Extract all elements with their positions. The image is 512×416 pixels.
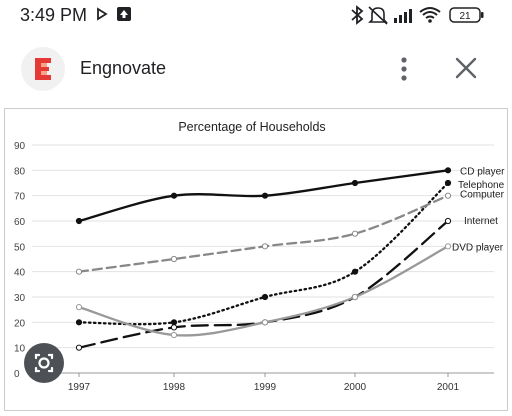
y-tick-label: 0	[14, 369, 20, 380]
x-tick-label: 1997	[68, 382, 91, 393]
engnovate-logo-icon	[21, 47, 65, 91]
bluetooth-icon	[351, 5, 364, 25]
data-point	[261, 319, 269, 326]
data-point	[261, 243, 269, 250]
data-point	[170, 319, 178, 326]
data-point	[170, 192, 178, 199]
x-tick-label: 2001	[437, 382, 460, 393]
data-point	[444, 192, 452, 199]
more-options-button[interactable]	[392, 54, 416, 84]
chart-image: Percentage of Households 0 10 20 30 40 50 60 70…	[4, 108, 508, 411]
y-tick-label: 10	[14, 344, 26, 355]
x-tick-label: 1998	[163, 382, 186, 393]
data-point	[75, 304, 83, 311]
google-lens-icon	[34, 353, 54, 373]
close-icon	[455, 57, 477, 79]
status-bar: 3:49 PM	[0, 0, 512, 30]
app-title: Engnovate	[80, 58, 167, 78]
status-system-icons: 21	[350, 4, 490, 31]
y-tick-label: 40	[14, 268, 26, 279]
play-store-notification-icon	[97, 7, 108, 21]
data-point	[351, 268, 359, 275]
signal-icon	[394, 9, 412, 23]
data-point	[351, 230, 359, 237]
chart-series	[75, 167, 452, 351]
data-point	[351, 179, 359, 187]
data-point	[75, 217, 83, 225]
series-label: CD player	[460, 166, 505, 177]
battery-icon: 21	[449, 7, 484, 23]
data-point	[444, 243, 452, 250]
series-label: Internet	[464, 216, 498, 227]
series-label: DVD player	[452, 242, 504, 253]
data-point	[444, 179, 452, 187]
chart-labels: 0 10 20 30 40 50 60 70 80 90 1997 1998 1999 2000 2001 C…	[14, 141, 505, 393]
status-notification-icons	[96, 6, 136, 27]
y-tick-label: 50	[14, 242, 26, 253]
y-tick-label: 70	[14, 192, 26, 203]
app-header: Engnovate	[0, 40, 512, 96]
data-point	[75, 268, 83, 275]
data-point	[261, 192, 269, 199]
y-tick-label: 20	[14, 318, 26, 329]
data-point	[170, 255, 178, 263]
x-tick-label: 1999	[254, 382, 277, 393]
data-point	[444, 217, 452, 225]
data-point	[444, 167, 452, 174]
line-chart: Percentage of Households 0 10 20 30 40 50 60 70…	[4, 108, 508, 411]
close-button[interactable]	[453, 55, 479, 81]
download-notification-icon	[117, 7, 131, 21]
y-tick-label: 30	[14, 293, 26, 304]
chart-title: Percentage of Households	[178, 120, 325, 134]
series-label: Telephone	[458, 180, 505, 191]
chart-border	[4, 108, 508, 411]
google-lens-button[interactable]	[24, 343, 64, 383]
series-label: Computer	[460, 190, 505, 201]
y-tick-label: 60	[14, 217, 26, 228]
y-tick-label: 90	[14, 141, 26, 152]
data-point	[75, 344, 83, 351]
more-vert-icon	[401, 57, 407, 81]
data-point	[261, 293, 269, 301]
data-point	[170, 324, 178, 331]
data-point	[75, 319, 83, 326]
battery-level: 21	[459, 11, 471, 22]
data-point	[351, 293, 359, 301]
x-tick-label: 2000	[344, 382, 367, 393]
data-point	[170, 331, 178, 339]
status-time: 3:49 PM	[20, 5, 88, 25]
y-tick-label: 80	[14, 166, 26, 177]
alarm-off-icon	[368, 6, 388, 25]
wifi-icon	[419, 7, 441, 23]
